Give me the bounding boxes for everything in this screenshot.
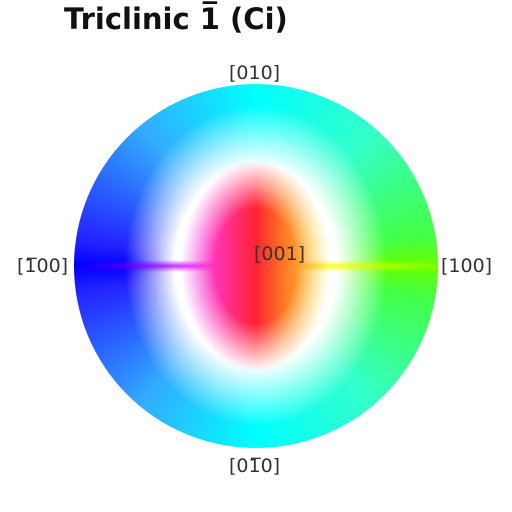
label-top: [010] bbox=[229, 62, 281, 84]
label-right: [100] bbox=[441, 255, 493, 277]
label-bottom: [01̅0] bbox=[229, 455, 281, 477]
color-key-disk bbox=[74, 84, 438, 448]
red-core bbox=[181, 161, 331, 371]
title: Triclinic 1̅ (Ci) bbox=[64, 2, 288, 36]
label-left: [1̅00] bbox=[17, 255, 69, 277]
label-center: [001] bbox=[254, 243, 306, 265]
